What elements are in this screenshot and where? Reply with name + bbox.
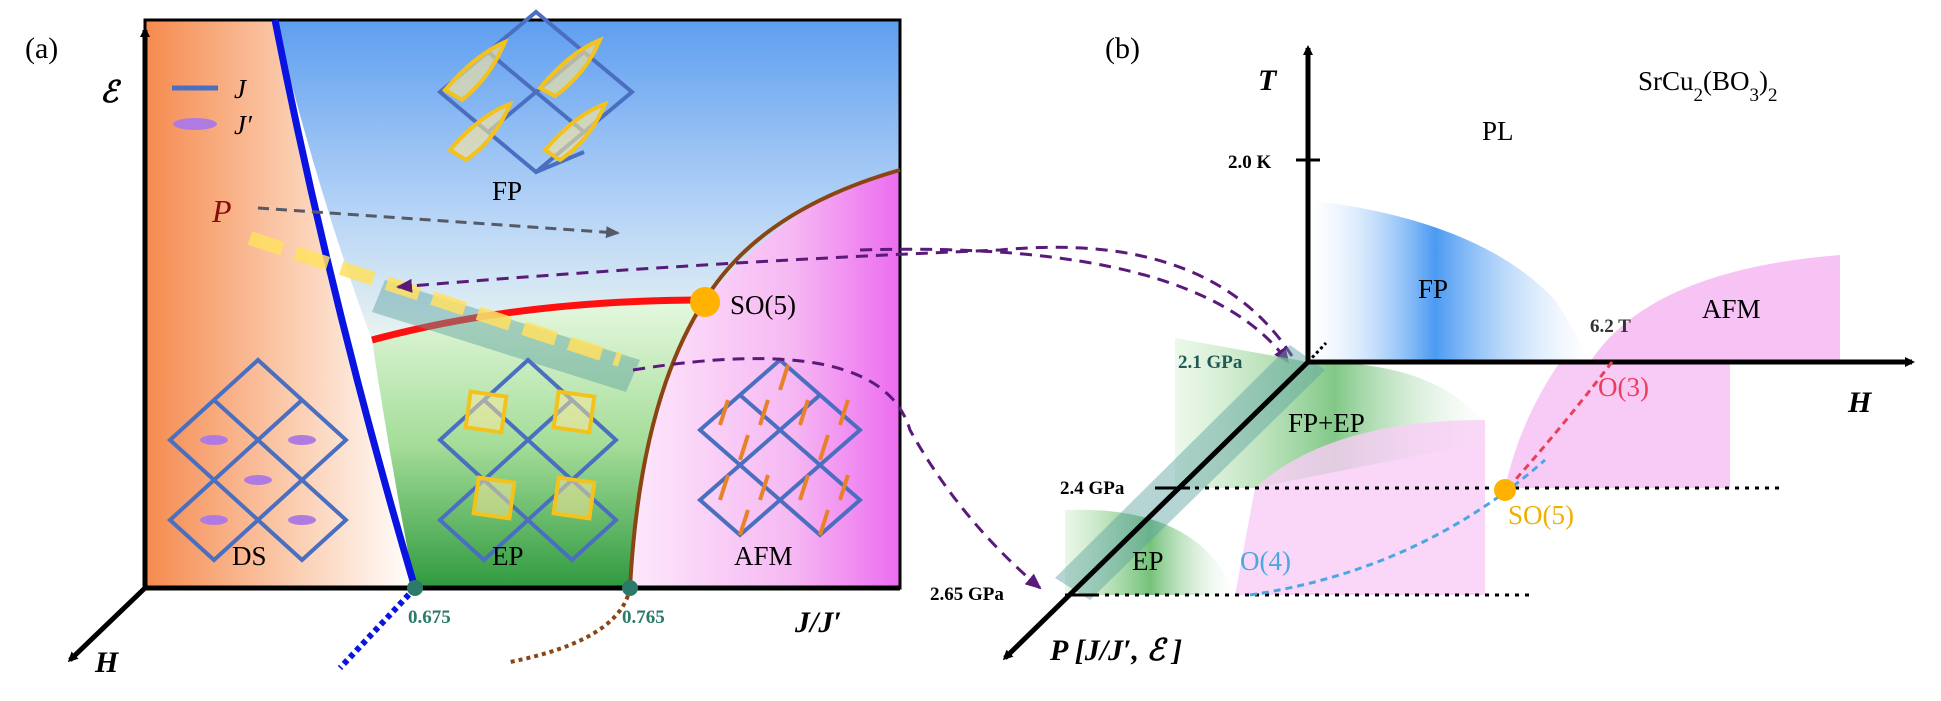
path-label-p: P — [211, 193, 232, 229]
so5-label-a: SO(5) — [730, 290, 796, 320]
panel-b-label: (b) — [1105, 32, 1140, 65]
b-so5-label: SO(5) — [1508, 500, 1574, 530]
a-y-axis-label: ℰ — [100, 76, 122, 109]
b-region-afm-upper — [1590, 255, 1840, 362]
b-axis-stub — [1306, 341, 1328, 364]
legend-jprime-ellipse — [173, 118, 217, 130]
panel-a: J J′ — [25, 9, 902, 679]
b-p-axis-label: P [J/J′, ℰ ] — [1049, 634, 1182, 667]
so5-point-a — [690, 287, 720, 317]
connector-ep-to-b — [632, 357, 1042, 590]
region-label-ep: EP — [492, 541, 524, 571]
tick-label-0765: 0.765 — [622, 607, 665, 628]
b-fp-label: FP — [1418, 274, 1448, 304]
first-order-line — [371, 296, 706, 344]
b-o3-line — [1506, 361, 1614, 490]
afm-boundary-dotted — [509, 587, 632, 664]
legend-j-text: J — [234, 74, 248, 104]
b-p-axis — [1002, 360, 1310, 661]
ds-boundary-line — [271, 19, 419, 589]
region-label-afm: AFM — [734, 541, 793, 571]
lattice-fp — [436, 9, 636, 175]
region-afm — [630, 170, 900, 588]
pressure-path-band — [372, 280, 640, 392]
b-t-tick-label: 2.0 K — [1228, 152, 1272, 173]
b-region-ep — [1065, 509, 1235, 595]
a-x-axis-label: J/J′ — [794, 606, 842, 639]
b-ep-label: EP — [1132, 546, 1164, 576]
b-region-fp — [1308, 200, 1590, 362]
b-so5-point — [1494, 479, 1516, 501]
b-o3-label: O(3) — [1598, 372, 1649, 402]
lattice-ds — [167, 357, 349, 563]
b-h-axis-label: H — [1847, 386, 1873, 419]
legend-jprime-text: J′ — [234, 110, 253, 140]
tick-dot-0765 — [622, 580, 638, 596]
a-depth-axis-label: H — [94, 646, 120, 679]
region-ep — [372, 300, 705, 588]
region-fp — [275, 20, 900, 340]
compound-formula: SrCu2(BO3)2 — [1638, 66, 1778, 106]
yellow-dashed-path — [247, 231, 623, 367]
region-label-ds: DS — [232, 541, 267, 571]
a-depth-axis — [67, 586, 147, 663]
b-pl-label: PL — [1482, 116, 1514, 146]
b-fpep-label: FP+EP — [1288, 408, 1365, 438]
panel-b: (b) SrCu2(BO3)2 T H P [J/J′, ℰ ] 2.0 K P… — [930, 32, 1915, 667]
connector-fp-to-b — [396, 245, 1294, 357]
tick-label-0675: 0.675 — [408, 607, 451, 628]
b-region-afm-lower — [1235, 420, 1485, 595]
b-t-axis-label: T — [1258, 64, 1278, 97]
region-ds — [145, 20, 415, 588]
b-field-tick: 6.2 T — [1590, 316, 1631, 337]
b-o4-label: O(4) — [1240, 546, 1291, 576]
b-afm-label: AFM — [1702, 294, 1761, 324]
ds-boundary-dotted — [337, 585, 418, 671]
tick-dot-0675 — [407, 580, 423, 596]
gray-arrow — [257, 206, 620, 239]
b-p-tick-24: 2.4 GPa — [1060, 478, 1125, 499]
lattice-afm — [696, 357, 864, 538]
connector-afm-to-ep — [859, 247, 1290, 364]
b-p-tick-265: 2.65 GPa — [930, 584, 1004, 605]
lattice-ep — [437, 357, 619, 563]
panel-a-label: (a) — [25, 32, 58, 65]
region-label-fp: FP — [492, 176, 522, 206]
b-region-afm-middle — [1505, 362, 1730, 488]
b-p-tick-21: 2.1 GPa — [1178, 352, 1243, 373]
